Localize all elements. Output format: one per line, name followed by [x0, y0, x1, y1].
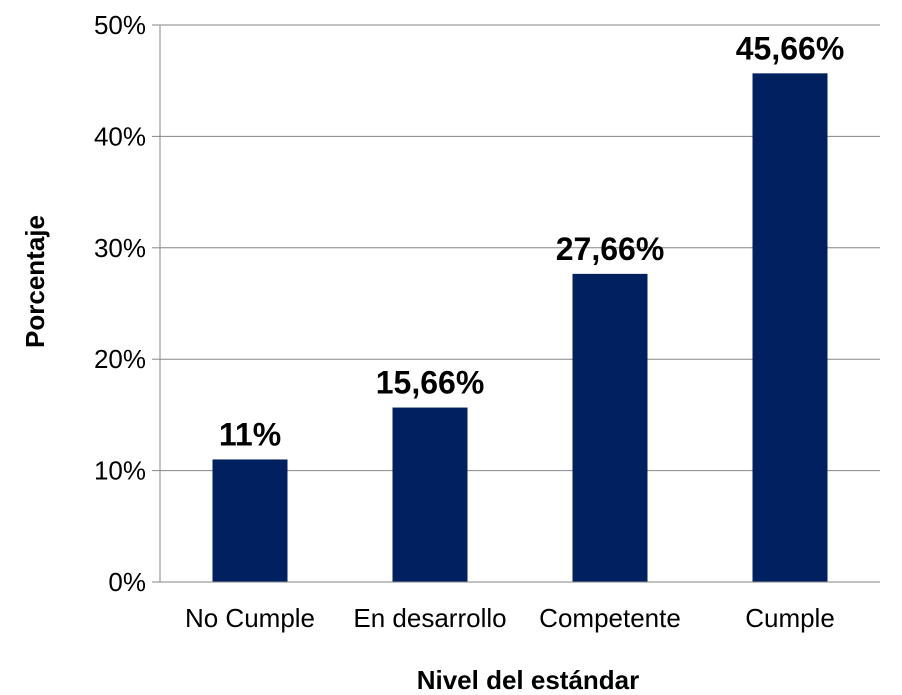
bar	[572, 273, 648, 582]
bar	[752, 73, 828, 583]
bar	[212, 459, 288, 582]
y-tick-label: 30%	[94, 233, 146, 263]
y-axis-title: Porcentaje	[20, 215, 50, 348]
x-category-label: Competente	[539, 603, 681, 633]
x-axis-category-labels: No Cumple En desarrollo Competente Cumple	[185, 603, 835, 633]
data-label: 15,66%	[376, 365, 485, 401]
y-axis-ticks: 0% 10% 20% 30% 40% 50%	[94, 10, 160, 597]
y-tick-label: 0%	[108, 567, 146, 597]
data-label: 27,66%	[556, 231, 665, 267]
y-tick-label: 20%	[94, 344, 146, 374]
x-category-label: En desarrollo	[353, 603, 506, 633]
data-label: 45,66%	[736, 30, 845, 66]
y-tick-label: 10%	[94, 456, 146, 486]
data-label: 11%	[219, 416, 281, 452]
data-labels: 11% 15,66% 27,66% 45,66%	[219, 30, 844, 452]
bars	[212, 73, 828, 583]
y-tick-label: 40%	[94, 121, 146, 151]
x-axis-title: Nivel del estándar	[417, 665, 640, 695]
y-tick-label: 50%	[94, 10, 146, 40]
x-category-label: No Cumple	[185, 603, 315, 633]
x-category-label: Cumple	[745, 603, 835, 633]
bar	[392, 407, 468, 582]
